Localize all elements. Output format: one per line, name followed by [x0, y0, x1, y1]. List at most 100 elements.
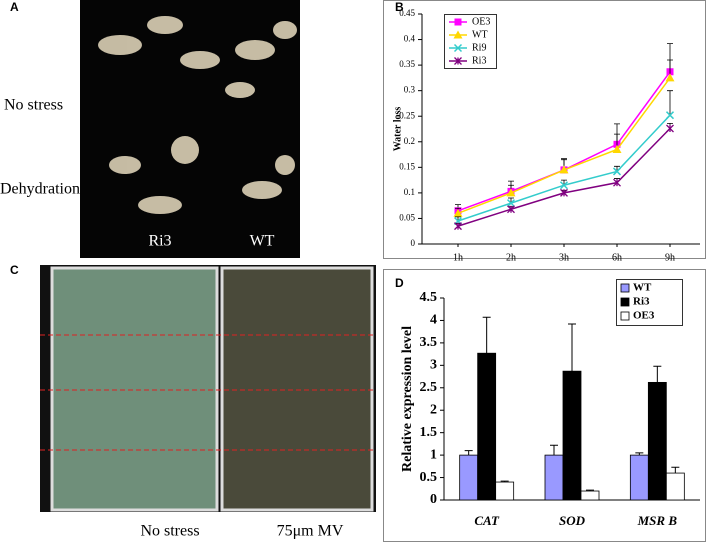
panel-label: B [395, 0, 404, 14]
legend-label: Ri9 [472, 42, 486, 53]
y-tick-label: 0.3 [404, 85, 416, 95]
error-bar [464, 450, 473, 456]
row-label: Ri9 [4, 467, 27, 484]
row-label: OE3 [2, 293, 31, 310]
y-tick-label: 0.5 [420, 470, 438, 485]
legend-label: Ri3 [633, 296, 650, 308]
row-label: No stress [4, 97, 63, 114]
marker [453, 30, 463, 39]
bar [647, 381, 667, 501]
panel-label: A [10, 0, 19, 14]
y-tick-label: 0.15 [399, 161, 415, 171]
error-bar [550, 444, 558, 456]
error-bar [653, 365, 662, 383]
bar [477, 352, 497, 501]
error-bar [568, 323, 576, 372]
column-label: 75μm MV [277, 523, 344, 540]
plant-shapes [98, 16, 297, 214]
x-tick-label: MSR B [637, 513, 678, 528]
y-tick-label: 0.1 [404, 187, 415, 197]
x-tick-label: 3h [559, 252, 569, 263]
legend-label: WT [633, 282, 652, 294]
marker [560, 188, 568, 197]
y-tick-label: 0.2 [404, 136, 415, 146]
bar [562, 370, 582, 501]
legend-label: Ri3 [472, 55, 486, 66]
y-tick-label: 4.5 [420, 290, 438, 305]
bar [580, 490, 600, 501]
row-label: Dehydration [0, 181, 80, 198]
marker [453, 43, 463, 53]
legend-label: OE3 [472, 16, 490, 27]
legend-label: WT [472, 29, 488, 40]
bar [459, 454, 479, 501]
panel-label: C [10, 263, 19, 277]
y-tick-label: 1 [430, 447, 437, 462]
x-tick-label: 1h [453, 252, 463, 263]
marker [454, 222, 462, 231]
y-tick-label: 0.35 [399, 59, 415, 69]
legend-box [444, 14, 497, 69]
marker [453, 208, 463, 217]
y-tick-label: 0.45 [399, 8, 415, 18]
marker [454, 57, 462, 65]
column-label: WT [250, 233, 275, 250]
panel-label: D [395, 276, 404, 290]
error-bar [671, 466, 680, 474]
y-tick-label: 2 [430, 402, 437, 417]
row-label: Ri3 [4, 357, 27, 374]
x-tick-label: 9h [665, 252, 675, 263]
bar [629, 454, 649, 501]
error-bar [667, 90, 673, 116]
row-label: WT [4, 409, 29, 426]
y-tick-label: 3 [430, 358, 437, 373]
series-line [457, 127, 671, 227]
y-tick-label: 0.4 [404, 34, 416, 44]
legend-swatch [620, 311, 630, 321]
y-tick-label: 0.25 [399, 110, 415, 120]
legend-swatch [620, 283, 630, 293]
y-axis-title: Water loss [392, 107, 403, 152]
marker [612, 167, 622, 176]
marker [454, 18, 462, 26]
marker [612, 144, 622, 153]
column-label: No stress [140, 523, 199, 540]
marker [559, 181, 569, 190]
panel-frame [383, 269, 706, 542]
y-axis-title: Relative expression level [400, 326, 415, 472]
bar [665, 472, 685, 501]
bar [544, 454, 564, 501]
y-tick-label: 0 [430, 492, 437, 507]
legend-label: OE3 [633, 310, 655, 322]
marker [506, 188, 516, 197]
y-tick-label: 4 [430, 313, 437, 328]
error-bar [635, 452, 644, 456]
bar [495, 481, 515, 501]
x-tick-label: 6h [612, 252, 622, 263]
error-bar [500, 480, 509, 483]
y-tick-label: 1.5 [420, 425, 438, 440]
marker [665, 73, 675, 82]
marker [665, 111, 675, 120]
tray [50, 266, 219, 512]
divider-lines [40, 334, 376, 451]
tray [220, 266, 374, 512]
x-tick-label: CAT [474, 513, 500, 528]
x-tick-label: SOD [559, 513, 586, 528]
column-label: Ri3 [148, 233, 171, 250]
marker [507, 205, 515, 214]
marker [559, 165, 569, 174]
panel-frame [383, 0, 706, 259]
marker [666, 124, 674, 133]
y-tick-label: 3.5 [420, 335, 438, 350]
x-tick-label: 2h [506, 252, 516, 263]
marker [506, 199, 516, 208]
y-tick-label: 2.5 [420, 380, 438, 395]
error-bar [586, 489, 594, 492]
y-tick-label: 0 [411, 238, 416, 248]
y-tick-label: 0.05 [399, 213, 415, 223]
error-bar [482, 316, 491, 354]
marker [613, 178, 621, 187]
